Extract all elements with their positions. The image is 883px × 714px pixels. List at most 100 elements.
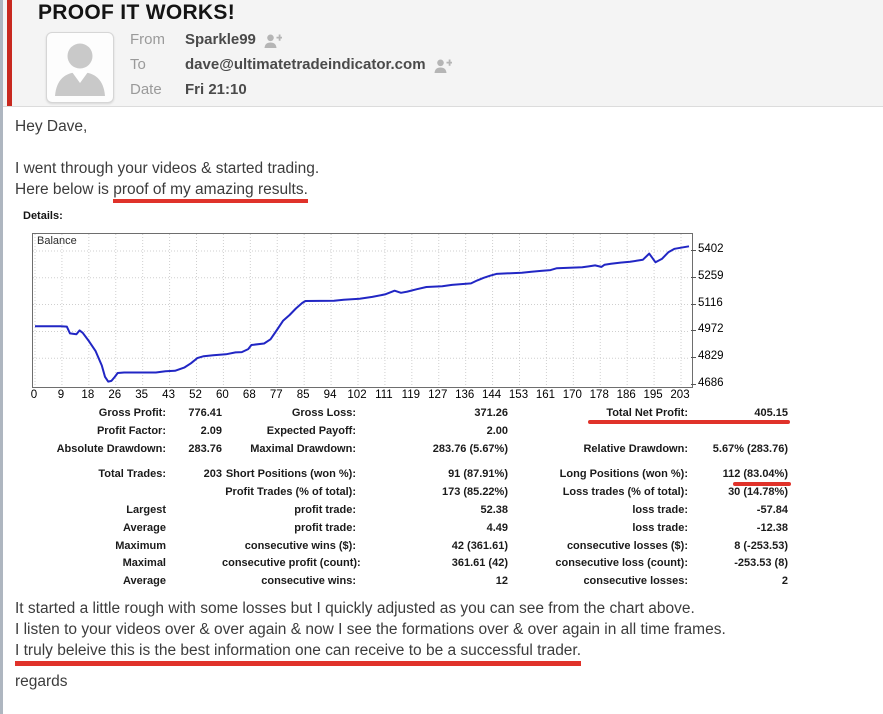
stats-cell: Expected Payoff: (266, 424, 356, 437)
stats-cell (166, 520, 222, 538)
stats-cell: 2.09 (200, 424, 222, 437)
stats-cell: consecutive loss (count): (555, 557, 688, 570)
red-underline-total-net-profit (588, 420, 790, 424)
x-tick-label: 52 (189, 389, 202, 401)
outro-paragraph: It started a little rough with some loss… (15, 598, 726, 666)
stats-cell: consecutive wins: (261, 575, 356, 588)
x-tick-label: 136 (455, 389, 475, 401)
stats-row: Maximum consecutive wins ($): 42 (361.61) c… (0, 538, 800, 556)
stats-row: Profit Trades (% of total): 173 (85.22%) L… (0, 484, 800, 502)
date-value: Fri 21:10 (185, 81, 247, 98)
stats-cell: loss trade: (632, 521, 688, 534)
x-tick-label: 26 (108, 389, 122, 401)
stats-cell: Total Net Profit: (606, 407, 688, 419)
stats-cell: 42 (361.61) (451, 539, 508, 552)
signoff-text: regards (15, 673, 68, 690)
balance-chart (32, 233, 693, 388)
stats-cell: loss trade: (632, 503, 688, 516)
x-tick-label: 0 (30, 389, 38, 401)
stats-cell: Profit Trades (% of total): (225, 486, 356, 499)
y-tick-label: 5402 (691, 243, 724, 256)
stats-cell: Gross Loss: (291, 407, 356, 419)
stats-cell: 4.49 (486, 521, 508, 534)
x-tick-label: 9 (57, 389, 65, 401)
stats-cell: consecutive profit (count): (222, 557, 361, 570)
chart-legend-balance: Balance (37, 235, 77, 247)
outro-line3-underlined: I truly beleive this is the best informa… (15, 642, 582, 666)
stats-cell (166, 573, 222, 591)
stats-cell (166, 484, 222, 502)
date-label: Date (130, 81, 162, 98)
stats-cell: 112 (83.04%) (722, 468, 788, 481)
stats-cell: 405.15 (754, 407, 788, 419)
x-tick-label: 161 (535, 389, 555, 401)
stats-cell: 371.26 (474, 407, 508, 419)
stats-cell: -253.53 (8) (734, 557, 788, 570)
stats-cell: Maximum (115, 539, 166, 552)
y-tick-label: 5116 (691, 296, 723, 309)
stats-cell: Long Positions (won %): (559, 468, 688, 481)
stats-cell: 12 (495, 575, 508, 588)
stats-cell: 283.76 (188, 442, 222, 455)
stats-row-gap (0, 458, 800, 466)
stats-cell: 8 (-253.53) (734, 539, 788, 552)
stats-cell: Largest (126, 503, 166, 516)
window-left-border (0, 0, 3, 714)
stats-cell: consecutive losses ($): (566, 539, 688, 552)
y-tick-label: 5259 (691, 269, 724, 282)
stats-row: Average profit trade: 4.49 loss trade: -12.3… (0, 520, 800, 538)
stats-cell: 5.67% (283.76) (712, 442, 788, 455)
stats-cell (0, 484, 166, 502)
add-contact-icon[interactable] (434, 59, 452, 73)
x-tick-label: 77 (269, 389, 283, 401)
stats-cell (508, 423, 688, 441)
x-tick-label: 153 (508, 389, 529, 401)
stats-cell: 173 (85.22%) (441, 486, 508, 499)
stats-cell: 361.61 (42) (451, 557, 508, 570)
outro-line2: I listen to your videos over & over agai… (15, 621, 726, 638)
balance-line-series (35, 245, 690, 383)
sender-avatar (46, 32, 114, 103)
add-contact-icon[interactable] (264, 34, 282, 48)
stats-cell: 91 (87.91%) (448, 468, 508, 481)
stats-cell (166, 502, 222, 520)
stats-row: Average consecutive wins: 12 consecutive lo… (0, 573, 800, 591)
to-value[interactable]: dave@ultimatetradeindicator.com (185, 56, 426, 73)
stats-table: Gross Profit: 776.41 Gross Loss: 371.26 Tota… (0, 405, 800, 591)
stats-cell: Profit Factor: (96, 424, 166, 437)
stats-cell: Average (122, 521, 166, 534)
meta-row-from: From Sparkle99 (130, 27, 452, 52)
stats-row: Absolute Drawdown: 283.76 Maximal Drawdown… (0, 441, 800, 459)
stats-cell (166, 555, 222, 573)
details-label: Details: (23, 210, 63, 222)
stats-row: Total Trades: 203 Short Positions (won %):… (0, 466, 800, 484)
intro-line1: I went through your videos & started tra… (15, 160, 320, 177)
stats-cell: Maximal Drawdown: (250, 442, 356, 455)
stats-cell: Total Trades: (98, 468, 166, 481)
x-tick-label: 94 (323, 389, 337, 401)
meta-row-to: To dave@ultimatetradeindicator.com (130, 52, 452, 77)
x-tick-label: 85 (296, 389, 310, 401)
from-label: From (130, 31, 165, 48)
stats-cell (688, 423, 788, 441)
stats-cell: Gross Profit: (98, 407, 166, 419)
x-tick-label: 203 (670, 389, 690, 401)
stats-cell: profit trade: (294, 503, 356, 516)
stats-cell: consecutive losses: (583, 575, 688, 588)
stats-cell: consecutive wins ($): (244, 539, 356, 552)
intro-paragraph: I went through your videos & started tra… (15, 158, 320, 203)
stats-row: Profit Factor: 2.09 Expected Payoff: 2.00 (0, 423, 800, 441)
stats-cell: Short Positions (won %): (225, 468, 356, 481)
email-header: PROOF IT WORKS! From Sparkle99 To dave (3, 0, 883, 107)
outro-line1: It started a little rough with some loss… (15, 600, 695, 617)
person-silhouette-icon (55, 43, 105, 96)
stats-cell: Loss trades (% of total): (562, 486, 688, 499)
stats-row: Gross Profit: 776.41 Gross Loss: 371.26 Tota… (0, 405, 800, 423)
stats-cell: 203 (203, 468, 222, 481)
stats-cell: 30 (14.78%) (728, 486, 788, 499)
intro-line2-prefix: Here below is (15, 181, 114, 198)
stats-cell: 776.41 (188, 407, 222, 419)
x-tick-label: 60 (216, 389, 229, 401)
from-value[interactable]: Sparkle99 (185, 31, 256, 48)
